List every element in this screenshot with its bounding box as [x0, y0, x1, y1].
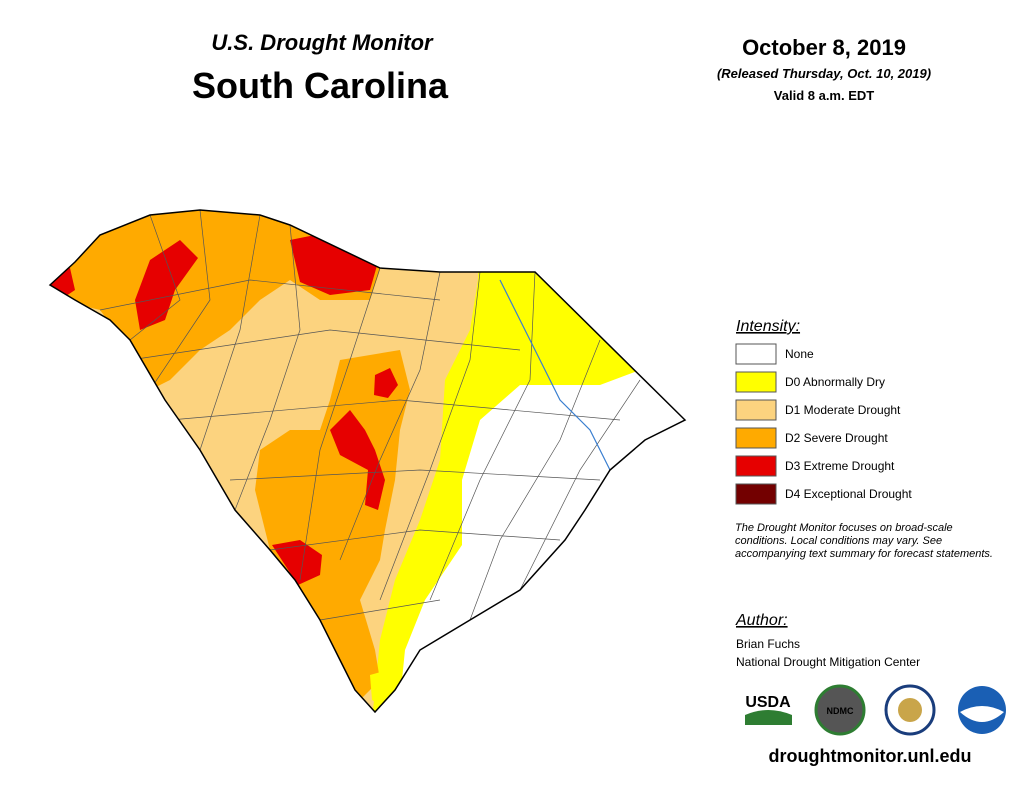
- legend-swatch: [735, 483, 777, 505]
- note: The Drought Monitor focuses on broad-sca…: [735, 522, 993, 560]
- site-url[interactable]: droughtmonitor.unl.edu: [769, 746, 972, 766]
- state-title: South Carolina: [192, 65, 449, 106]
- series-title: U.S. Drought Monitor: [211, 30, 434, 55]
- legend-label: D1 Moderate Drought: [785, 403, 901, 417]
- legend-swatch: [735, 399, 777, 421]
- area-d3-mid: [374, 368, 398, 398]
- legend-label: D3 Extreme Drought: [785, 459, 895, 473]
- legend-label: D2 Severe Drought: [785, 431, 888, 445]
- author-label: Author:: [735, 612, 788, 629]
- area-d3-south: [272, 540, 322, 585]
- author-org: National Drought Mitigation Center: [736, 655, 920, 669]
- drought-areas: [50, 210, 685, 712]
- legend-title: Intensity:: [736, 318, 800, 335]
- note-box: The Drought Monitor focuses on broad-sca…: [735, 522, 993, 560]
- logo-ndmc: NDMC: [827, 706, 854, 716]
- area-d2-central: [255, 350, 410, 700]
- logo-usda: USDA: [745, 694, 791, 711]
- legend-swatch: [735, 343, 777, 365]
- area-d3-central: [330, 410, 385, 510]
- area-d2-north: [50, 210, 380, 390]
- author-name: Brian Fuchs: [736, 637, 800, 651]
- legend-swatch: [735, 427, 777, 449]
- release-date: (Released Thursday, Oct. 10, 2019): [717, 66, 931, 81]
- map-date: October 8, 2019: [742, 35, 906, 60]
- legend-swatch: [735, 371, 777, 393]
- legend-label: None: [785, 347, 814, 361]
- legend-label: D0 Abnormally Dry: [785, 375, 885, 389]
- legend-label: D4 Exceptional Drought: [785, 487, 912, 501]
- area-d3-tip: [50, 268, 75, 300]
- legend-swatch: [735, 455, 777, 477]
- area-d3-west: [135, 240, 198, 330]
- logos: USDA NDMC: [745, 684, 1006, 736]
- valid-time: Valid 8 a.m. EDT: [774, 88, 874, 103]
- legend: None D0 Abnormally Dry D1 Moderate Drought…: [735, 343, 912, 505]
